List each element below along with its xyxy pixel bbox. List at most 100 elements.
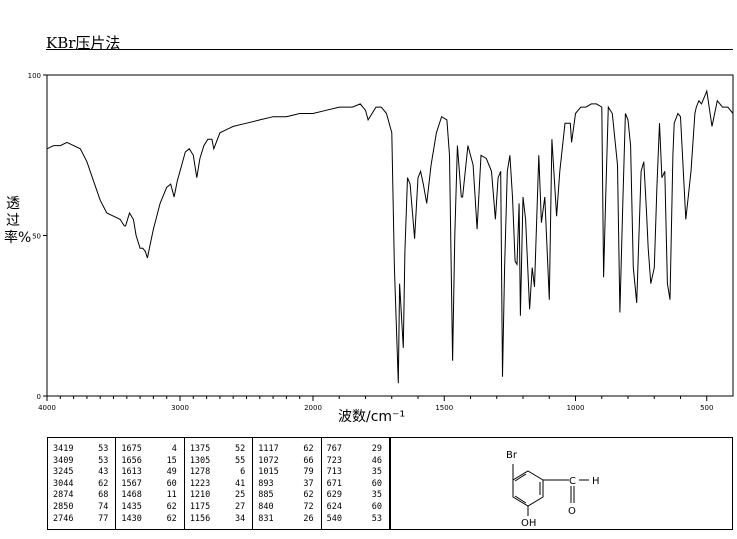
peak-wavenumber: 1015 xyxy=(258,467,279,478)
tick-labels: 4000 3000 2000 1500 1000 500 0 50 100 xyxy=(28,72,714,410)
peak-transmittance: 26 xyxy=(303,513,314,524)
peak-wavenumber: 1175 xyxy=(189,501,211,512)
peak-wavenumber: 1430 xyxy=(121,513,142,524)
peak-row: 1567 60 xyxy=(116,479,183,491)
x-tick-label: 500 xyxy=(700,404,713,410)
peak-transmittance: 43 xyxy=(98,467,109,478)
peak-wavenumber: 2746 xyxy=(53,513,74,524)
plot-frame xyxy=(46,74,734,397)
peak-wavenumber: 540 xyxy=(326,513,342,524)
spectrum-line xyxy=(46,89,734,384)
peak-row: 1613 49 xyxy=(116,467,183,479)
peak-row: 1210 25 xyxy=(185,490,252,502)
peak-row: 831 26 xyxy=(253,514,320,526)
peak-transmittance: 25 xyxy=(234,490,246,501)
peak-wavenumber: 713 xyxy=(326,467,342,478)
peak-transmittance: 74 xyxy=(98,501,109,512)
peak-wavenumber: 1468 xyxy=(121,490,142,501)
peak-transmittance: 62 xyxy=(98,478,109,489)
title-underline xyxy=(46,49,733,50)
peak-row: 1156 34 xyxy=(185,514,252,526)
peak-wavenumber: 1435 xyxy=(121,501,142,512)
o-label: O xyxy=(568,506,576,517)
peak-transmittance: 53 xyxy=(98,444,109,454)
peak-transmittance: 66 xyxy=(303,455,314,466)
peak-wavenumber: 3245 xyxy=(53,467,74,478)
peak-row: 840 72 xyxy=(253,502,320,514)
peak-row: 1375 52 xyxy=(185,444,252,456)
x-tick-label: 1000 xyxy=(567,404,585,410)
peak-row: 629 35 xyxy=(322,490,389,502)
peak-row: 1675 4 xyxy=(116,444,183,456)
peak-wavenumber: 1675 xyxy=(121,444,142,454)
peak-row: 1175 27 xyxy=(185,502,252,514)
peak-transmittance: 41 xyxy=(234,478,246,489)
peak-transmittance: 53 xyxy=(371,513,383,524)
peak-transmittance: 34 xyxy=(234,513,246,524)
peak-column: 3419 53 3409 53 3245 43 3044 62 2874 68 2850 74 2746… xyxy=(48,438,117,529)
peak-wavenumber: 840 xyxy=(258,501,274,512)
peak-row: 767 29 xyxy=(322,444,389,456)
peak-wavenumber: 671 xyxy=(326,478,342,489)
peak-wavenumber: 3409 xyxy=(53,455,74,466)
y-tick-label: 50 xyxy=(32,233,41,241)
ir-spectrum-chart: 4000 3000 2000 1500 1000 500 0 50 100 xyxy=(28,72,734,410)
peak-row: 1117 62 xyxy=(253,444,320,456)
peak-row: 1223 41 xyxy=(185,479,252,491)
peak-row: 624 60 xyxy=(322,502,389,514)
benzene-ring xyxy=(512,470,544,507)
br-label: Br xyxy=(506,450,518,461)
peak-row: 1015 79 xyxy=(253,467,320,479)
peak-table: 3419 53 3409 53 3245 43 3044 62 2874 68 2850 74 2746… xyxy=(47,437,390,530)
peak-row: 540 53 xyxy=(322,514,389,526)
peak-wavenumber: 1567 xyxy=(121,478,142,489)
peak-transmittance: 49 xyxy=(166,467,177,478)
structure-box: Br C H O OH xyxy=(390,437,733,530)
y-tick-label: 100 xyxy=(28,72,41,80)
peak-wavenumber: 629 xyxy=(326,490,342,501)
peak-row: 893 37 xyxy=(253,479,320,491)
peak-row: 3419 53 xyxy=(48,444,115,456)
peak-wavenumber: 1223 xyxy=(189,478,211,489)
peak-wavenumber: 885 xyxy=(258,490,274,501)
x-tick-label: 1500 xyxy=(435,404,453,410)
peak-wavenumber: 723 xyxy=(326,455,342,466)
peak-column: 1675 4 1656 15 1613 49 1567 60 1468 11 1435 62 1430 6… xyxy=(116,438,185,529)
peak-transmittance: 77 xyxy=(98,513,109,524)
peak-wavenumber: 2850 xyxy=(53,501,74,512)
peak-transmittance: 52 xyxy=(234,444,246,454)
peak-transmittance: 11 xyxy=(166,490,177,501)
peak-transmittance: 60 xyxy=(371,501,383,512)
peak-transmittance: 79 xyxy=(303,467,314,478)
peak-transmittance: 53 xyxy=(98,455,109,466)
h-label: H xyxy=(592,476,600,487)
peak-row: 3245 43 xyxy=(48,467,115,479)
peak-transmittance: 62 xyxy=(166,513,177,524)
peak-wavenumber: 624 xyxy=(326,501,342,512)
x-tick-label: 3000 xyxy=(171,404,189,410)
peak-wavenumber: 893 xyxy=(258,478,274,489)
peak-row: 2874 68 xyxy=(48,490,115,502)
peak-transmittance: 60 xyxy=(166,478,177,489)
peak-row: 1072 66 xyxy=(253,456,320,468)
peak-row: 3044 62 xyxy=(48,479,115,491)
peak-wavenumber: 1117 xyxy=(258,444,279,454)
peak-transmittance: 62 xyxy=(303,444,314,454)
peak-row: 1435 62 xyxy=(116,502,183,514)
peak-wavenumber: 1305 xyxy=(189,455,211,466)
peak-wavenumber: 1656 xyxy=(121,455,142,466)
y-axis-label: 透过率% xyxy=(4,196,32,246)
peak-transmittance: 35 xyxy=(371,467,383,478)
peak-transmittance: 62 xyxy=(303,490,314,501)
peak-row: 1278 6 xyxy=(185,467,252,479)
peak-row: 885 62 xyxy=(253,490,320,502)
peak-transmittance: 27 xyxy=(234,501,246,512)
peak-transmittance: 37 xyxy=(303,478,314,489)
peak-transmittance: 6 xyxy=(240,467,246,478)
peak-transmittance: 72 xyxy=(303,501,314,512)
peak-row: 1656 15 xyxy=(116,456,183,468)
c-label: C xyxy=(569,476,576,487)
oh-label: OH xyxy=(521,518,536,529)
inner-bond-3 xyxy=(514,473,527,482)
peak-column: 1117 62 1072 66 1015 79 893 37 885 62 840 72 831 26 xyxy=(253,438,322,529)
